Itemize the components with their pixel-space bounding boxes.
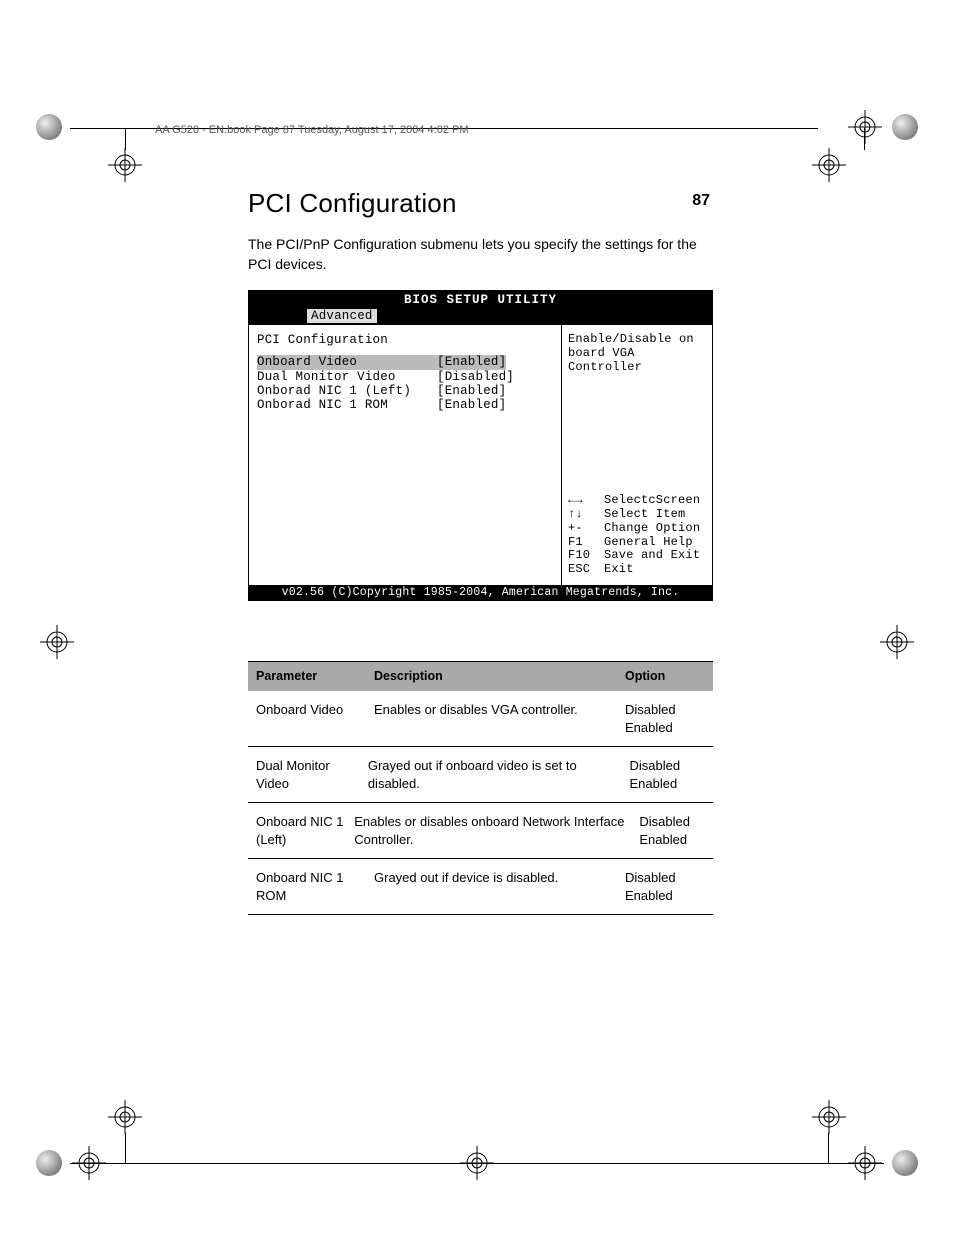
table-option: Disabled <box>639 813 705 831</box>
content-column: PCI Configuration The PCI/PnP Configurat… <box>248 188 713 915</box>
table-cell-param: Onboard NIC 1 (Left) <box>256 813 354 848</box>
running-head: AA G520 - EN.book Page 87 Tuesday, Augus… <box>155 124 469 136</box>
regmark-icon <box>108 1100 142 1134</box>
table-header-description: Description <box>374 668 625 685</box>
table-row: Onboard NIC 1 ROM Grayed out if device i… <box>248 859 713 915</box>
table-cell-option: Disabled Enabled <box>625 701 705 736</box>
table-cell-desc: Grayed out if onboard video is set to di… <box>368 757 630 792</box>
table-option: Disabled <box>625 701 705 719</box>
bios-option-row: Dual Monitor Video [Disabled] <box>257 370 553 384</box>
bios-key-row: F10 Save and Exit <box>568 549 706 563</box>
crop-tick <box>828 1133 829 1163</box>
bios-footer: v02.56 (C)Copyright 1985-2004, American … <box>249 585 712 600</box>
parameter-table: Parameter Description Option Onboard Vid… <box>248 661 713 915</box>
page: AA G520 - EN.book Page 87 Tuesday, Augus… <box>0 0 954 1235</box>
bios-key: ↑↓ <box>568 508 596 522</box>
page-title: PCI Configuration <box>248 188 713 219</box>
bios-key-action: SelectcScreen <box>604 494 700 508</box>
regmark-icon <box>848 110 882 144</box>
bios-key-action: Change Option <box>604 522 700 536</box>
crop-tick <box>125 128 126 150</box>
table-cell-desc: Enables or disables onboard Network Inte… <box>354 813 639 848</box>
intro-paragraph: The PCI/PnP Configuration submenu lets y… <box>248 235 713 274</box>
bios-key-action: Select Item <box>604 508 685 522</box>
table-option: Enabled <box>625 719 705 737</box>
table-option: Enabled <box>625 887 705 905</box>
bios-option-row: Onborad NIC 1 ROM [Enabled] <box>257 398 553 412</box>
table-cell-option: Disabled Enabled <box>629 757 705 792</box>
bios-key: F10 <box>568 549 596 563</box>
crop-tick <box>864 128 865 150</box>
regmark-icon <box>812 1100 846 1134</box>
print-sphere-tr <box>892 114 918 140</box>
bios-screenshot: BIOS SETUP UTILITY Advanced PCI Configur… <box>248 290 713 601</box>
table-cell-param: Onboard NIC 1 ROM <box>256 869 374 904</box>
bios-option-label: Onborad NIC 1 ROM <box>257 398 437 412</box>
regmark-icon <box>72 1146 106 1180</box>
bios-option-value: [Enabled] <box>437 398 506 412</box>
bios-key-row: ↑↓ Select Item <box>568 508 706 522</box>
bios-option-value: [Enabled] <box>437 355 506 369</box>
bios-body: PCI Configuration Onboard Video [Enabled… <box>249 325 712 585</box>
bios-titlebar: BIOS SETUP UTILITY Advanced <box>249 291 712 325</box>
table-header-option: Option <box>625 668 705 685</box>
bios-option-label: Onboard Video <box>257 355 437 369</box>
regmark-icon <box>880 625 914 659</box>
bios-key: ←→ <box>568 494 596 508</box>
table-cell-option: Disabled Enabled <box>625 869 705 904</box>
bios-key-action: Save and Exit <box>604 549 700 563</box>
bios-option-value: [Enabled] <box>437 384 506 398</box>
bios-tab-row: Advanced <box>249 309 712 325</box>
bios-key-row: ESC Exit <box>568 563 706 577</box>
table-row: Onboard NIC 1 (Left) Enables or disables… <box>248 803 713 859</box>
bios-key: F1 <box>568 536 596 550</box>
bios-right-pane: Enable/Disable on board VGA Controller ←… <box>562 325 712 585</box>
table-cell-param: Dual Monitor Video <box>256 757 368 792</box>
regmark-icon <box>848 1146 882 1180</box>
bios-key-row: +- Change Option <box>568 522 706 536</box>
table-option: Enabled <box>629 775 705 793</box>
print-sphere-br <box>892 1150 918 1176</box>
bios-option-row: Onboard Video [Enabled] <box>257 355 553 369</box>
bios-tab-advanced: Advanced <box>307 309 377 323</box>
regmark-icon <box>812 148 846 182</box>
regmark-icon <box>108 148 142 182</box>
bios-key-row: F1 General Help <box>568 536 706 550</box>
bios-key: +- <box>568 522 596 536</box>
bios-option-row: Onborad NIC 1 (Left) [Enabled] <box>257 384 553 398</box>
bios-help-line: board VGA Controller <box>568 347 706 375</box>
bios-key: ESC <box>568 563 596 577</box>
print-sphere-bl <box>36 1150 62 1176</box>
bios-key-help: ←→ SelectcScreen ↑↓ Select Item +- Change O… <box>568 494 706 577</box>
table-cell-param: Onboard Video <box>256 701 374 736</box>
table-header-parameter: Parameter <box>256 668 374 685</box>
bios-option-label: Onborad NIC 1 (Left) <box>257 384 437 398</box>
bios-left-pane: PCI Configuration Onboard Video [Enabled… <box>249 325 562 585</box>
table-header-row: Parameter Description Option <box>248 661 713 691</box>
table-option: Enabled <box>639 831 705 849</box>
bios-section-title: PCI Configuration <box>257 333 553 347</box>
crop-tick <box>125 1133 126 1163</box>
bios-util-title: BIOS SETUP UTILITY <box>249 291 712 308</box>
table-cell-option: Disabled Enabled <box>639 813 705 848</box>
table-cell-desc: Enables or disables VGA controller. <box>374 701 625 736</box>
regmark-icon <box>40 625 74 659</box>
print-sphere-tl <box>36 114 62 140</box>
table-row: Onboard Video Enables or disables VGA co… <box>248 691 713 747</box>
bios-key-action: General Help <box>604 536 693 550</box>
bios-key-action: Exit <box>604 563 634 577</box>
bios-help-text: Enable/Disable on board VGA Controller <box>568 333 706 374</box>
bios-help-line: Enable/Disable on <box>568 333 706 347</box>
table-option: Disabled <box>629 757 705 775</box>
table-option: Disabled <box>625 869 705 887</box>
table-cell-desc: Grayed out if device is disabled. <box>374 869 625 904</box>
bios-key-row: ←→ SelectcScreen <box>568 494 706 508</box>
bios-option-value: [Disabled] <box>437 370 514 384</box>
table-row: Dual Monitor Video Grayed out if onboard… <box>248 747 713 803</box>
bios-option-label: Dual Monitor Video <box>257 370 437 384</box>
regmark-icon <box>460 1146 494 1180</box>
